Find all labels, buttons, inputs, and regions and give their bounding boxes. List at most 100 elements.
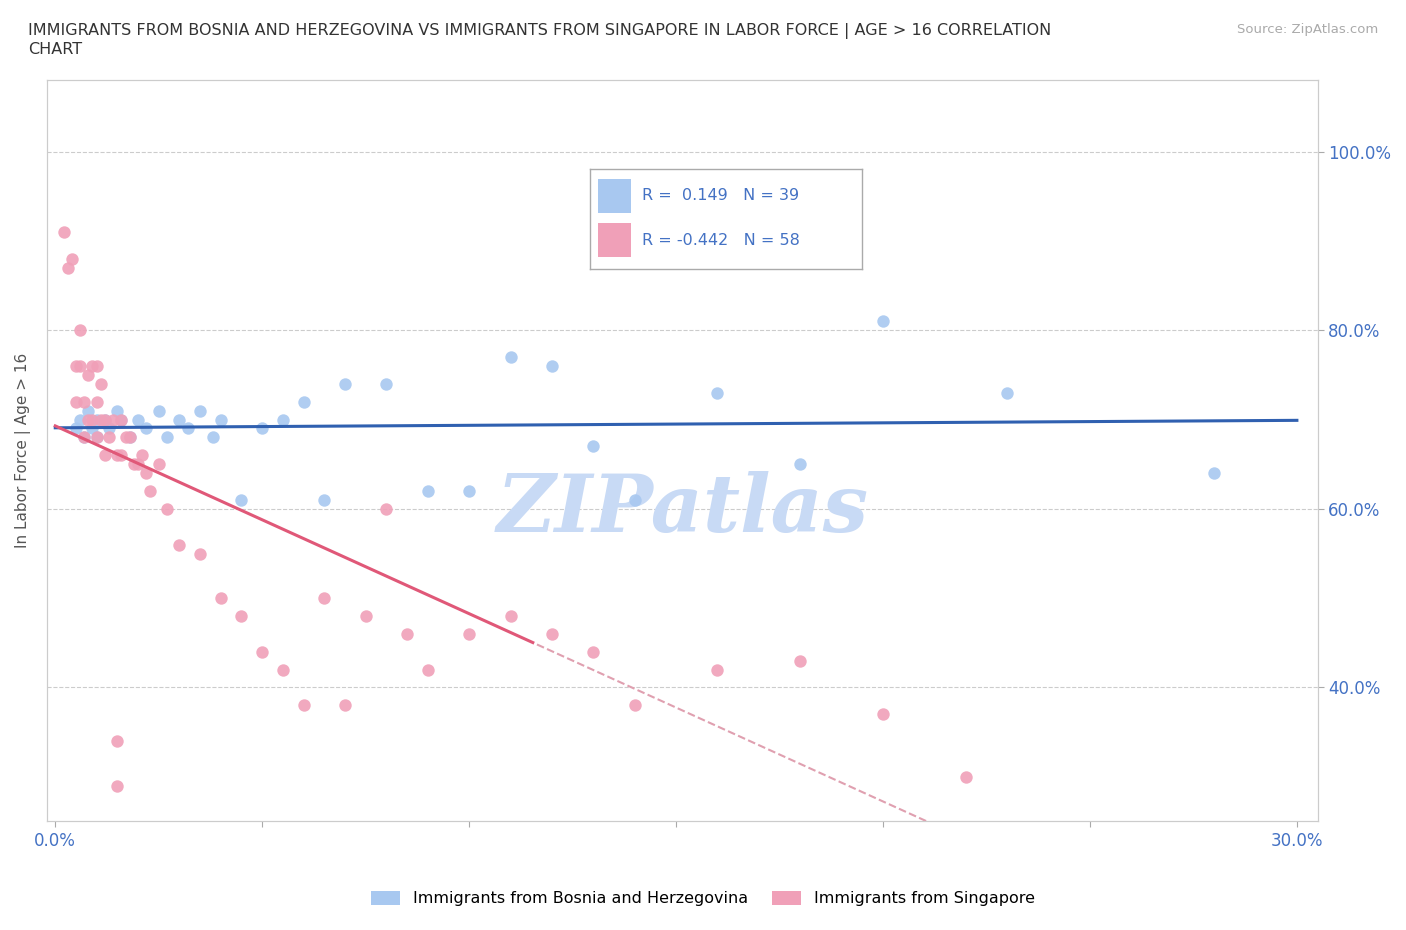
Point: [90, 377, 112, 392]
Point: [135, 466, 157, 481]
Point: [231, 608, 253, 623]
Point: [122, 457, 145, 472]
Point: [314, 493, 336, 508]
Point: [209, 591, 232, 605]
Point: [98, 430, 121, 445]
Point: [872, 707, 894, 722]
Point: [52, 224, 75, 239]
Point: [65, 421, 87, 436]
Bar: [598, 179, 631, 213]
Point: [416, 662, 439, 677]
Point: [169, 538, 191, 552]
Point: [86, 430, 108, 445]
Text: CHART: CHART: [28, 42, 82, 57]
Point: [118, 430, 141, 445]
Point: [156, 430, 179, 445]
Point: [169, 412, 191, 427]
Point: [60, 251, 83, 266]
Point: [131, 448, 153, 463]
Legend: Immigrants from Bosnia and Herzegovina, Immigrants from Singapore: Immigrants from Bosnia and Herzegovina, …: [366, 884, 1040, 912]
Point: [77, 367, 100, 382]
Y-axis label: In Labor Force | Age > 16: In Labor Force | Age > 16: [15, 353, 31, 549]
Point: [65, 394, 87, 409]
Point: [118, 430, 141, 445]
Point: [231, 493, 253, 508]
Point: [77, 412, 100, 427]
Point: [82, 358, 104, 373]
Point: [148, 457, 170, 472]
Point: [73, 430, 96, 445]
Point: [333, 377, 356, 392]
Point: [86, 430, 108, 445]
Point: [110, 412, 132, 427]
Point: [499, 350, 522, 365]
Point: [333, 698, 356, 712]
Text: R = -0.442   N = 58: R = -0.442 N = 58: [641, 232, 800, 247]
Point: [94, 412, 117, 427]
Point: [250, 644, 273, 659]
Point: [105, 734, 128, 749]
Point: [582, 644, 605, 659]
Text: ZIPatlas: ZIPatlas: [496, 472, 869, 549]
Point: [73, 394, 96, 409]
Point: [110, 448, 132, 463]
Point: [623, 493, 645, 508]
Point: [623, 698, 645, 712]
Point: [541, 358, 564, 373]
Point: [86, 412, 108, 427]
Point: [56, 260, 79, 275]
Point: [90, 412, 112, 427]
Point: [77, 404, 100, 418]
Point: [706, 662, 728, 677]
Point: [69, 323, 91, 338]
Point: [292, 698, 315, 712]
Point: [94, 412, 117, 427]
Point: [271, 412, 294, 427]
Point: [110, 412, 132, 427]
Point: [127, 457, 149, 472]
Point: [156, 501, 179, 516]
Point: [789, 653, 811, 668]
Point: [86, 394, 108, 409]
Point: [314, 591, 336, 605]
Point: [86, 358, 108, 373]
Point: [82, 412, 104, 427]
Point: [872, 313, 894, 328]
Point: [69, 412, 91, 427]
Point: [458, 484, 481, 498]
Text: IMMIGRANTS FROM BOSNIA AND HERZEGOVINA VS IMMIGRANTS FROM SINGAPORE IN LABOR FOR: IMMIGRANTS FROM BOSNIA AND HERZEGOVINA V…: [28, 23, 1052, 39]
Point: [105, 404, 128, 418]
Point: [209, 412, 232, 427]
Point: [582, 439, 605, 454]
Point: [354, 608, 377, 623]
Point: [103, 412, 125, 427]
Point: [1204, 466, 1226, 481]
Point: [250, 421, 273, 436]
Point: [114, 430, 136, 445]
Point: [105, 778, 128, 793]
Point: [148, 404, 170, 418]
Point: [94, 448, 117, 463]
Point: [98, 421, 121, 436]
Point: [82, 421, 104, 436]
Point: [73, 430, 96, 445]
Point: [292, 394, 315, 409]
Point: [139, 484, 162, 498]
Point: [375, 377, 398, 392]
Point: [706, 385, 728, 400]
Point: [271, 662, 294, 677]
Point: [955, 769, 977, 784]
Point: [375, 501, 398, 516]
Text: R =  0.149   N = 39: R = 0.149 N = 39: [641, 189, 799, 204]
Point: [499, 608, 522, 623]
Point: [995, 385, 1018, 400]
Text: Source: ZipAtlas.com: Source: ZipAtlas.com: [1237, 23, 1378, 36]
Point: [541, 627, 564, 642]
Point: [201, 430, 224, 445]
Point: [65, 358, 87, 373]
Point: [105, 448, 128, 463]
Point: [135, 421, 157, 436]
Bar: [598, 223, 631, 257]
Point: [69, 358, 91, 373]
Point: [789, 457, 811, 472]
